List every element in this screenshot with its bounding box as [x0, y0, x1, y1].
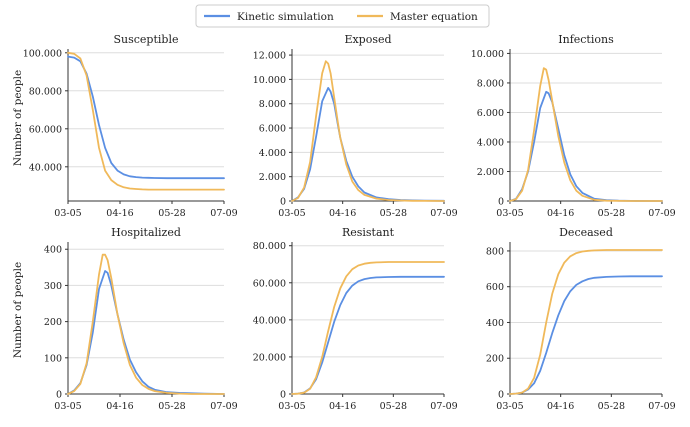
y-tick-label-infections: 4.000 — [477, 137, 504, 148]
y-tick-label-infections: 0 — [498, 197, 504, 208]
y-tick-label-infections: 6.000 — [477, 108, 504, 119]
x-tick-label-susceptible: 03-05 — [54, 208, 81, 219]
x-tick-label-resistant: 03-05 — [278, 401, 305, 412]
y-tick-label-susceptible: 100.000 — [23, 48, 62, 59]
series-line-resistant-kinetic — [291, 275, 445, 395]
y-tick-label-exposed: 6.000 — [259, 124, 286, 135]
y-tick-label-exposed: 2.000 — [259, 172, 286, 183]
series-line-susceptible-kinetic — [67, 55, 225, 180]
panel-title-deceased: Deceased — [559, 226, 613, 239]
y-tick-label-exposed: 4.000 — [259, 148, 286, 159]
x-tick-label-exposed: 07-09 — [430, 208, 457, 219]
series-line-infections-kinetic — [509, 90, 663, 202]
series-line-exposed-kinetic — [291, 87, 445, 202]
panel-title-resistant: Resistant — [342, 226, 395, 239]
y-tick-label-exposed: 10.000 — [253, 75, 286, 86]
series-line-exposed-master — [291, 60, 445, 202]
x-tick-label-resistant: 04-16 — [329, 401, 356, 412]
series-line-infections-master — [509, 67, 663, 202]
x-tick-label-infections: 05-28 — [598, 208, 625, 219]
x-tick-label-susceptible: 07-09 — [210, 208, 237, 219]
x-tick-label-infections: 07-09 — [648, 208, 675, 219]
panel-deceased: 0 200 400 600 800 03-05 04-16 05-28 07-09 Decease… — [486, 226, 676, 412]
panel-title-susceptible: Susceptible — [114, 33, 179, 46]
x-tick-label-hospitalized: 07-09 — [210, 401, 237, 412]
x-tick-label-deceased: 07-09 — [648, 401, 675, 412]
x-tick-label-hospitalized: 03-05 — [54, 401, 81, 412]
x-tick-label-hospitalized: 04-16 — [106, 401, 133, 412]
panel-exposed: 0 2.000 4.000 6.000 8.000 10.000 12.000 03-05 04… — [253, 33, 458, 219]
y-tick-label-resistant: 60.000 — [253, 278, 286, 289]
x-tick-label-infections: 04-16 — [547, 208, 574, 219]
legend-label-kinetic: Kinetic simulation — [237, 11, 334, 23]
y-tick-label-hospitalized: 200 — [44, 317, 62, 328]
series-line-susceptible-master — [67, 51, 225, 191]
y-tick-label-deceased: 0 — [498, 390, 504, 401]
y-tick-label-susceptible: 80.000 — [29, 86, 62, 97]
y-tick-label-resistant: 0 — [280, 390, 286, 401]
y-tick-label-hospitalized: 0 — [56, 390, 62, 401]
x-tick-label-deceased: 05-28 — [598, 401, 625, 412]
y-tick-label-infections: 8.000 — [477, 78, 504, 89]
x-tick-label-exposed: 03-05 — [278, 208, 305, 219]
x-tick-label-resistant: 05-28 — [380, 401, 407, 412]
x-tick-label-deceased: 03-05 — [496, 401, 523, 412]
y-axis-label-top: Number of people — [12, 70, 24, 166]
series-line-hospitalized-master — [67, 253, 225, 395]
panel-title-hospitalized: Hospitalized — [111, 226, 181, 239]
y-tick-label-hospitalized: 400 — [44, 245, 62, 256]
x-tick-label-susceptible: 05-28 — [158, 208, 185, 219]
panel-resistant: 0 20.000 40.000 60.000 80.000 03-05 04-16 05-28… — [253, 226, 458, 412]
panel-title-exposed: Exposed — [344, 33, 391, 46]
panel-susceptible: 40.000 60.000 80.000 100.000 03-05 04-16 05-28… — [23, 33, 238, 219]
y-tick-label-susceptible: 40.000 — [29, 162, 62, 173]
y-tick-label-hospitalized: 300 — [44, 281, 62, 292]
panel-title-infections: Infections — [558, 33, 614, 46]
y-tick-label-exposed: 12.000 — [253, 51, 286, 62]
y-tick-label-infections: 10.000 — [471, 49, 504, 60]
y-tick-label-exposed: 8.000 — [259, 99, 286, 110]
y-axis-label-bottom: Number of people — [12, 262, 24, 358]
y-tick-label-deceased: 200 — [486, 354, 504, 365]
legend-label-master: Master equation — [390, 11, 478, 23]
x-tick-label-exposed: 05-28 — [380, 208, 407, 219]
x-tick-label-hospitalized: 05-28 — [158, 401, 185, 412]
x-tick-label-susceptible: 04-16 — [106, 208, 133, 219]
y-tick-label-susceptible: 60.000 — [29, 124, 62, 135]
y-tick-label-resistant: 20.000 — [253, 352, 286, 363]
y-tick-label-infections: 2.000 — [477, 167, 504, 178]
series-line-deceased-master — [509, 249, 663, 395]
panel-infections: 0 2.000 4.000 6.000 8.000 10.000 03-05 04-16 05-… — [471, 33, 676, 219]
y-tick-label-deceased: 800 — [486, 246, 504, 257]
x-tick-label-deceased: 04-16 — [547, 401, 574, 412]
y-tick-label-exposed: 0 — [280, 197, 286, 208]
y-tick-label-resistant: 80.000 — [253, 241, 286, 252]
x-tick-label-exposed: 04-16 — [329, 208, 356, 219]
series-line-resistant-master — [291, 261, 445, 395]
y-tick-label-deceased: 600 — [486, 282, 504, 293]
x-tick-label-infections: 03-05 — [496, 208, 523, 219]
y-tick-label-deceased: 400 — [486, 318, 504, 329]
x-tick-label-resistant: 07-09 — [430, 401, 457, 412]
y-tick-label-hospitalized: 100 — [44, 353, 62, 364]
y-tick-label-resistant: 40.000 — [253, 315, 286, 326]
legend-frame — [195, 4, 490, 28]
panel-hospitalized: 0 100 200 300 400 03-05 04-16 05-28 07-09 Hospita… — [44, 226, 238, 412]
legend: Kinetic simulation Master equation — [195, 4, 490, 28]
series-line-deceased-kinetic — [509, 275, 663, 395]
